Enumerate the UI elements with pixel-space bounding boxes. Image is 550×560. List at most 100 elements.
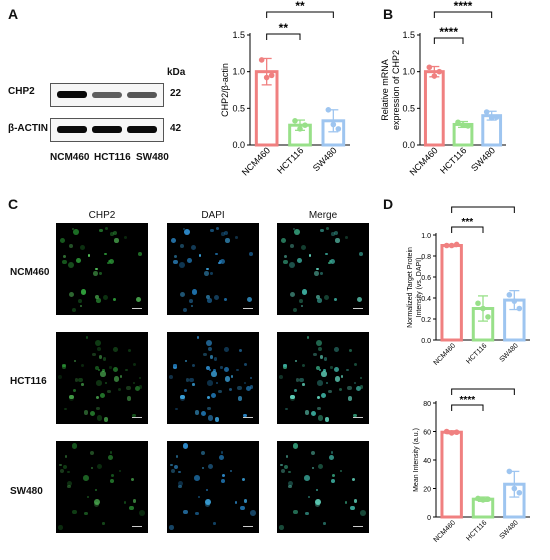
cell-blob	[318, 464, 324, 470]
cell-blob	[69, 243, 74, 248]
cell-blob	[316, 489, 319, 492]
cell-blob	[350, 506, 355, 511]
chart-a: 0.0 0.5 1.0 1.5 NCM460 HCT116 SW480 CHP2/β-acti…	[220, 0, 350, 178]
cell-blob	[107, 262, 110, 265]
cell-blob	[91, 466, 94, 469]
cell-blob	[229, 387, 233, 391]
cell-blob	[206, 267, 209, 270]
x-tick-label: SW480	[499, 519, 520, 540]
significance-label: ***	[461, 217, 473, 228]
cell-blob	[249, 252, 253, 257]
cell-blob	[68, 262, 74, 269]
cell-blob	[202, 466, 205, 469]
cell-blob	[72, 443, 78, 449]
x-tick-label: HCT116	[438, 145, 468, 175]
cell-blob	[93, 271, 98, 276]
cell-blob	[64, 455, 68, 458]
wb-lane-label-sw480: SW480	[136, 152, 169, 163]
cell-blob	[214, 294, 220, 301]
cell-blob	[185, 378, 190, 382]
cell-blob	[114, 238, 119, 243]
cell-blob	[191, 244, 197, 250]
cell-blob	[205, 365, 211, 370]
y-axis-label: Normalized Target Protein	[407, 247, 414, 328]
cell-blob	[135, 297, 141, 303]
micro-col-title-merge: Merge	[308, 210, 338, 221]
cell-blob	[279, 525, 284, 530]
wb-blot-chp2	[50, 83, 164, 107]
cell-blob	[84, 511, 89, 516]
cell-blob	[249, 385, 254, 389]
significance-bracket	[451, 404, 484, 411]
y-tick-label: 20	[423, 487, 431, 494]
wb-band	[92, 126, 122, 133]
cell-blob	[87, 254, 90, 257]
cell-blob	[191, 305, 194, 308]
cell-blob	[173, 464, 178, 469]
cell-blob	[241, 477, 246, 482]
cell-blob	[325, 227, 329, 231]
cell-blob	[316, 267, 319, 270]
cell-blob	[125, 368, 128, 371]
cell-blob	[183, 443, 189, 449]
data-point	[297, 126, 303, 132]
cell-blob	[356, 386, 362, 392]
cell-blob	[323, 369, 326, 372]
wb-lane-label-hct116: HCT116	[94, 152, 131, 163]
cell-blob	[290, 394, 295, 400]
x-tick-label: SW480	[499, 342, 520, 363]
cell-blob	[307, 495, 311, 499]
cell-blob	[85, 336, 88, 339]
cell-blob	[177, 481, 183, 487]
cell-blob	[224, 298, 228, 301]
panel-label-b: B	[383, 6, 394, 22]
cell-blob	[173, 363, 177, 367]
significance-label: ***	[477, 205, 489, 208]
cell-blob	[315, 365, 321, 370]
bar-ncm460	[440, 244, 463, 342]
cell-blob	[236, 368, 239, 371]
cell-blob	[108, 258, 114, 264]
data-point	[436, 68, 443, 75]
cell-blob	[321, 371, 327, 377]
x-tick-label: HCT116	[275, 145, 305, 175]
cell-blob	[95, 489, 98, 492]
cell-blob	[316, 396, 321, 400]
cell-blob	[302, 383, 305, 386]
significance-bracket	[451, 206, 515, 213]
cell-blob	[173, 259, 178, 265]
cell-blob	[330, 479, 335, 484]
cell-blob	[170, 469, 176, 474]
cell-blob	[171, 237, 176, 243]
y-tick-label: 0.2	[421, 317, 431, 324]
cell-blob	[234, 501, 238, 504]
y-tick-label: 0.8	[421, 254, 431, 261]
micrograph-hct116-chp2	[56, 332, 148, 424]
y-tick-label: 0.5	[402, 103, 415, 113]
cell-blob	[293, 307, 298, 312]
cell-blob	[302, 363, 306, 367]
cell-blob	[210, 393, 216, 399]
cell-blob	[289, 262, 295, 269]
cell-blob	[334, 346, 340, 352]
cell-blob	[214, 417, 220, 422]
cell-blob	[127, 396, 132, 401]
x-tick-label: NCM460	[433, 519, 458, 544]
panel-label-a: A	[8, 6, 19, 22]
cell-blob	[197, 495, 201, 499]
cell-blob	[317, 380, 323, 387]
significance-label: **	[279, 21, 289, 35]
cell-blob	[113, 231, 118, 236]
micro-row-title-ncm460: NCM460	[10, 267, 50, 278]
cell-blob	[315, 499, 322, 506]
micrograph-ncm460-dapi	[167, 223, 259, 315]
cell-blob	[132, 362, 136, 366]
cell-blob	[243, 413, 247, 418]
y-tick-label: 60	[423, 430, 431, 437]
chart-d-bottom: 0 20 40 60 80 NCM460 HCT116 SW480 Mean Intensity…	[413, 385, 530, 544]
cell-blob	[213, 369, 216, 372]
cell-blob	[89, 450, 94, 455]
cell-blob	[290, 243, 295, 248]
x-tick-label: NCM460	[240, 145, 272, 177]
cell-blob	[314, 271, 319, 276]
